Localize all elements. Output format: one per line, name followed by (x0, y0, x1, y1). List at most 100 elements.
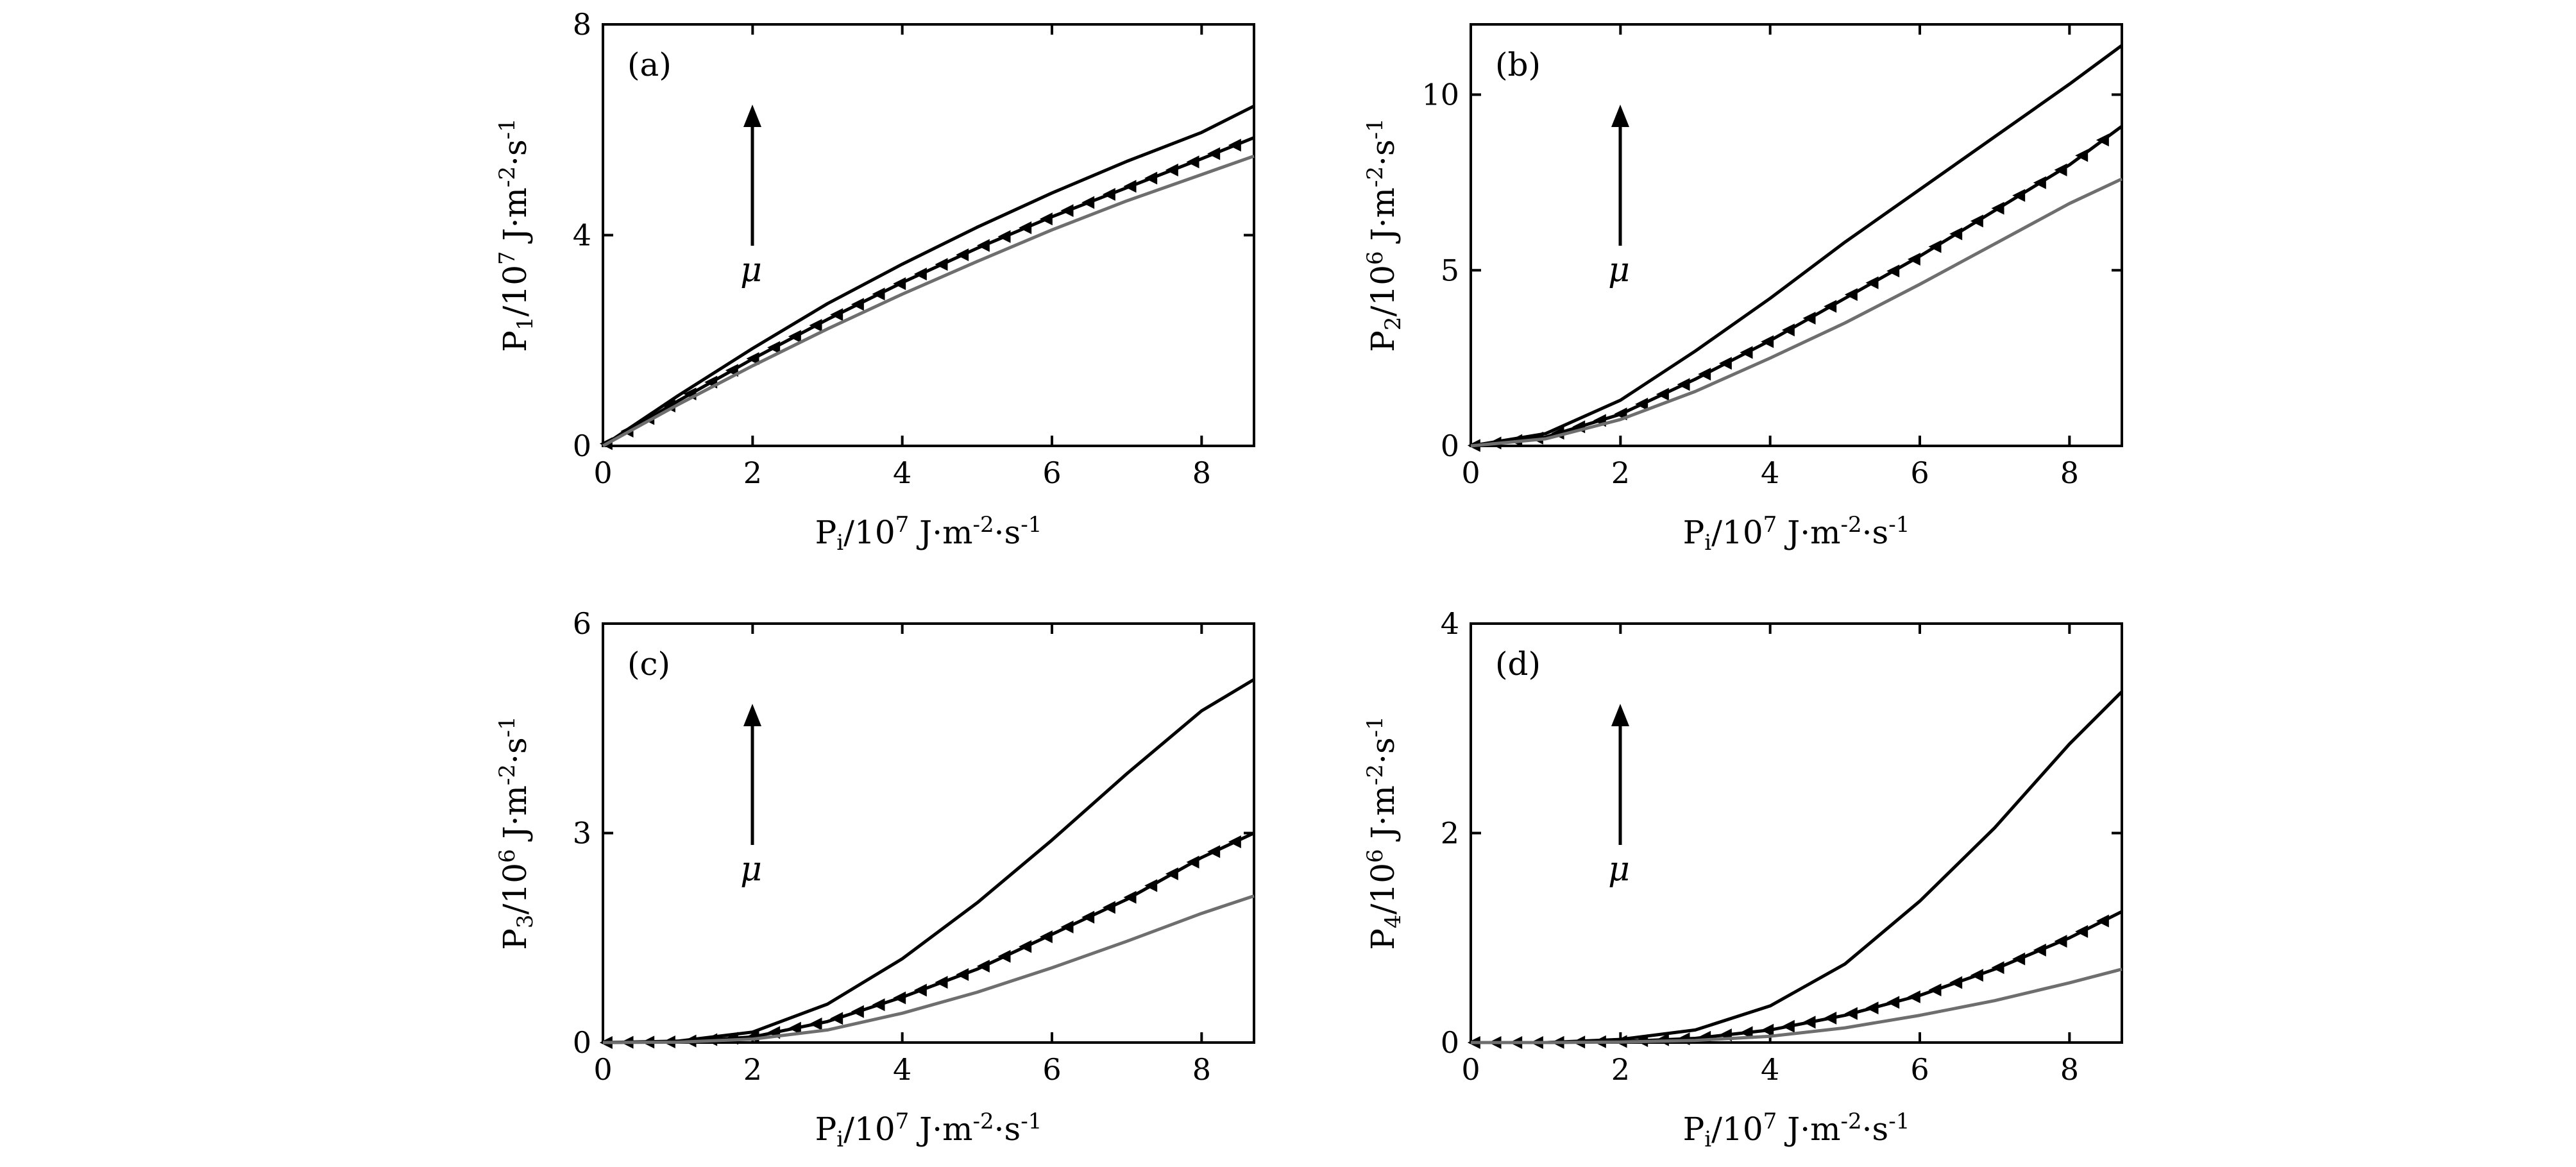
panel-label: (a) (627, 46, 672, 83)
series-marker (913, 984, 927, 997)
series-marker (2054, 935, 2067, 948)
series-marker (1970, 969, 1983, 982)
y-tick-label: 10 (1421, 78, 1459, 112)
x-tick-label: 4 (1761, 456, 1779, 490)
series-marker (1081, 196, 1095, 209)
series-marker (1824, 1011, 1837, 1025)
y-tick-label: 0 (573, 1025, 591, 1060)
x-tick-label: 8 (2060, 456, 2079, 490)
x-tick-label: 2 (1611, 456, 1630, 490)
series-marker (1039, 930, 1053, 944)
series-marker (997, 230, 1011, 243)
series-marker (830, 308, 843, 321)
mu-arrow-head (743, 704, 761, 726)
series-marker (935, 258, 948, 271)
mu-arrow-head (743, 105, 761, 127)
series-marker (1186, 855, 1199, 869)
series-marker (1781, 323, 1795, 337)
x-tick-label: 4 (893, 456, 911, 490)
mu-arrow-head (1611, 105, 1629, 127)
series-marker (1165, 867, 1178, 881)
series-marker (1019, 940, 1032, 953)
series-marker (809, 1017, 822, 1030)
series-marker (1824, 300, 1837, 313)
series-marker (1802, 1016, 1816, 1029)
series-marker (1781, 1019, 1795, 1033)
series-marker (1102, 187, 1115, 201)
series-marker (2012, 189, 2026, 202)
panel-label: (d) (1495, 645, 1541, 683)
series-marker (1928, 240, 1942, 253)
series-line-black-markers (1471, 910, 2123, 1044)
x-tick-label: 8 (2060, 1052, 2079, 1087)
series-marker (1802, 311, 1816, 325)
series-marker (1060, 204, 1074, 217)
series-marker (1144, 171, 1158, 185)
series-marker (767, 341, 781, 354)
panel-b: 0 2 4 6 8 0 5 10 (b) μ Pi/107 J·m-2·s-1 P2/106 J·m-… (1362, 23, 2123, 556)
series-marker (1844, 288, 1858, 302)
series-marker (1635, 397, 1648, 411)
x-tick-label: 2 (743, 1052, 762, 1087)
series-marker (956, 248, 969, 262)
x-tick-label: 4 (1761, 1052, 1779, 1087)
y-axis-label: P3/106 J·m-2·s-1 (495, 716, 538, 950)
series-line-black (1471, 690, 2123, 1044)
y-tick-label: 5 (1441, 253, 1459, 287)
plot-frame (602, 622, 1255, 1044)
series-line-gray (602, 894, 1255, 1044)
series-marker (641, 412, 655, 425)
series-marker (788, 330, 801, 343)
x-tick-label: 6 (1042, 1052, 1061, 1087)
series-marker (997, 950, 1011, 963)
series-marker (2096, 133, 2109, 147)
series-marker (1656, 388, 1669, 401)
series-marker (1907, 252, 1920, 266)
series-marker (1761, 335, 1774, 348)
series-marker (2012, 952, 2026, 966)
series-marker (1928, 983, 1942, 996)
series-marker (935, 976, 948, 989)
series-marker (1991, 201, 2004, 215)
panel-label: (c) (627, 645, 670, 683)
series-line-gray (602, 154, 1255, 448)
series-line-black (602, 105, 1255, 448)
series-marker (1039, 212, 1053, 226)
x-tick-label: 6 (1910, 1052, 1929, 1087)
series-marker (851, 298, 864, 311)
series-marker (809, 319, 822, 332)
x-tick-label: 8 (1192, 456, 1211, 490)
y-tick-label: 2 (1441, 816, 1459, 851)
panel-c: 0 2 4 6 8 0 3 6 (c) μ Pi/107 J·m-2·s-1 P3/106 J·m-2… (495, 606, 1255, 1152)
x-tick-label: 2 (1611, 1052, 1630, 1087)
series-marker (1207, 147, 1221, 160)
series-marker (2075, 924, 2089, 938)
x-tick-label: 0 (1461, 1052, 1480, 1087)
y-tick-label: 0 (1441, 429, 1459, 463)
plot-frame (1470, 622, 2123, 1044)
y-tick-label: 0 (573, 429, 591, 463)
series-marker (851, 1005, 864, 1018)
x-tick-label: 0 (1461, 456, 1480, 490)
series-marker (1228, 139, 1241, 152)
series-marker (1698, 368, 1711, 381)
series-marker (1761, 1023, 1774, 1037)
series-marker (1949, 976, 1963, 989)
series-line-gray (1470, 177, 2123, 448)
series-marker (893, 277, 906, 291)
panel-label: (b) (1495, 46, 1541, 83)
series-marker (1865, 1001, 1879, 1015)
series-marker (1907, 990, 1920, 1003)
series-marker (872, 998, 885, 1012)
series-marker (1186, 155, 1199, 169)
series-marker (1081, 910, 1095, 924)
mu-label: μ (1608, 850, 1630, 889)
mu-label: μ (1608, 251, 1630, 289)
panel-a: 0 2 4 6 8 0 4 8 (a) μ Pi/107 J·m-2·s-1 P1/107 J·m-2… (495, 7, 1255, 556)
y-tick-label: 6 (573, 606, 591, 641)
series-marker (1991, 961, 2004, 975)
series-marker (1165, 164, 1178, 177)
mu-label: μ (740, 251, 762, 289)
y-axis-label: P4/106 J·m-2·s-1 (1362, 716, 1406, 950)
